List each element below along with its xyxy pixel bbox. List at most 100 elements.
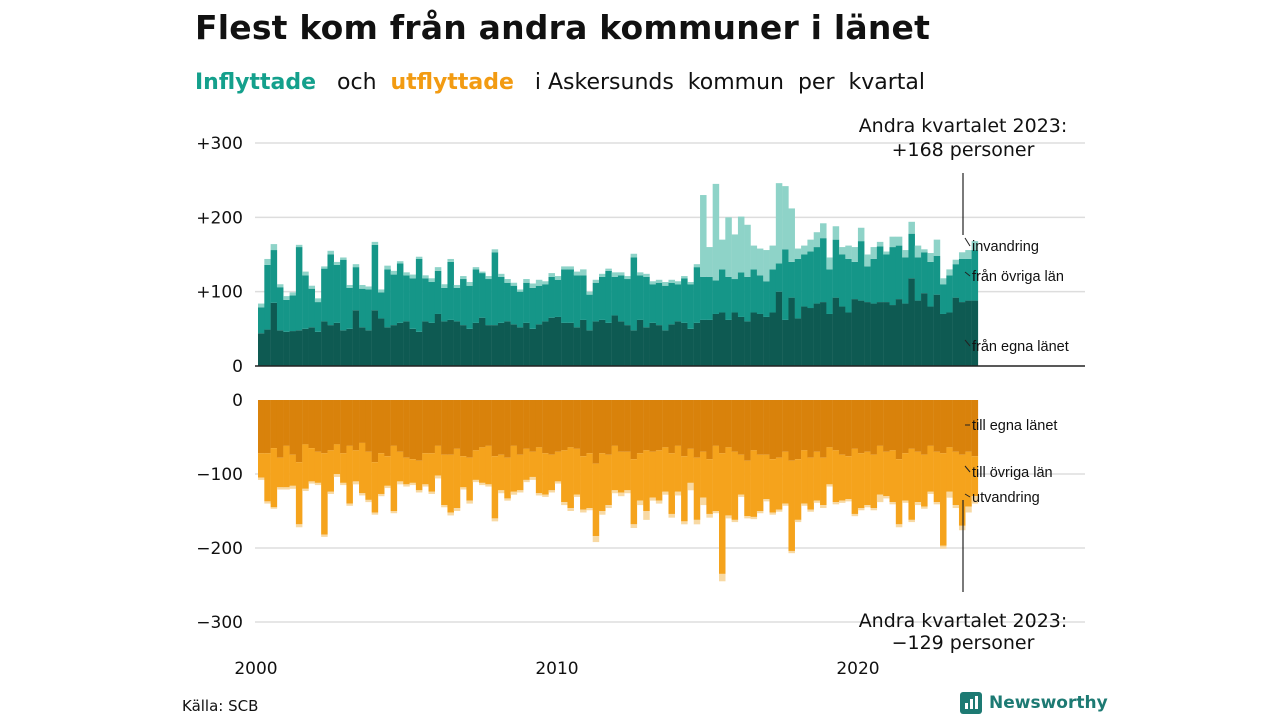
bar-till-egna-länet	[605, 400, 612, 455]
bar-invandring	[390, 270, 398, 275]
bar-till-övriga-län	[314, 451, 322, 483]
bar-till-egna-länet	[946, 400, 953, 448]
bar-utvandring	[857, 508, 865, 511]
bar-från-övriga-län	[624, 279, 631, 326]
bar-till-övriga-län	[649, 451, 657, 498]
bar-invandring	[731, 234, 739, 280]
bar-från-övriga-län	[756, 275, 764, 314]
bar-till-övriga-län	[377, 453, 385, 494]
series-label-leader	[964, 237, 971, 247]
bar-utvandring	[655, 500, 663, 504]
bar-från-övriga-län	[958, 258, 966, 303]
bar-till-övriga-län	[321, 453, 328, 535]
bar-från-egna-länet	[958, 302, 966, 366]
bar-till-egna-länet	[719, 400, 726, 454]
bar-från-egna-länet	[409, 328, 417, 366]
bar-invandring	[586, 291, 593, 295]
bar-till-övriga-län	[624, 451, 631, 491]
bar-utvandring	[548, 490, 555, 493]
bar-till-egna-länet	[390, 400, 398, 446]
bar-till-egna-länet	[289, 400, 297, 455]
bar-till-egna-länet	[927, 400, 934, 446]
bar-till-övriga-län	[403, 457, 410, 485]
bar-till-övriga-län	[668, 453, 675, 514]
bar-till-egna-länet	[308, 400, 316, 449]
bar-utvandring	[314, 482, 322, 486]
bar-till-egna-länet	[485, 400, 492, 446]
bar-till-egna-länet	[687, 400, 694, 449]
bar-från-övriga-län	[788, 261, 795, 298]
bar-till-övriga-län	[876, 445, 884, 495]
bar-från-egna-länet	[725, 319, 732, 366]
bar-från-övriga-län	[377, 292, 385, 319]
bar-utvandring	[415, 490, 423, 493]
bar-till-övriga-län	[396, 451, 404, 482]
bar-invandring	[365, 286, 372, 290]
bar-invandring	[264, 258, 271, 265]
bar-från-egna-länet	[441, 321, 448, 366]
bar-från-egna-länet	[302, 328, 309, 366]
bar-till-övriga-län	[782, 451, 789, 504]
bar-från-egna-länet	[466, 328, 473, 366]
bar-till-övriga-län	[295, 462, 303, 525]
bar-till-övriga-län	[466, 457, 473, 501]
bar-invandring	[321, 266, 328, 269]
bar-invandring	[548, 273, 555, 277]
bar-invandring	[737, 216, 745, 273]
bar-utvandring	[794, 519, 802, 523]
bar-till-egna-länet	[276, 400, 284, 458]
bar-till-övriga-län	[662, 447, 669, 492]
bar-till-övriga-län	[371, 462, 379, 513]
bar-till-övriga-län	[965, 451, 972, 507]
bar-invandring	[428, 278, 436, 283]
bar-till-övriga-län	[750, 450, 758, 517]
bar-till-övriga-län	[258, 453, 265, 478]
bar-till-egna-länet	[769, 400, 777, 460]
bar-från-egna-länet	[289, 331, 297, 366]
bar-från-egna-länet	[523, 322, 530, 366]
bar-till-övriga-län	[914, 451, 922, 503]
bar-till-egna-länet	[940, 400, 947, 454]
bar-invandring	[605, 268, 612, 271]
bar-invandring	[782, 186, 789, 250]
bar-till-egna-länet	[409, 400, 417, 460]
bar-från-egna-länet	[365, 330, 372, 366]
bar-från-övriga-län	[283, 299, 290, 332]
bar-invandring	[756, 248, 764, 276]
bar-från-övriga-län	[655, 282, 663, 326]
bar-från-övriga-län	[845, 258, 852, 313]
bar-till-övriga-län	[599, 453, 606, 511]
bar-från-egna-länet	[756, 313, 764, 366]
bar-till-övriga-län	[946, 447, 953, 492]
annotation-top-line2: +168 personer	[892, 139, 1035, 161]
bar-från-övriga-län	[617, 275, 625, 322]
bar-från-egna-länet	[807, 308, 814, 366]
bar-invandring	[453, 284, 461, 288]
bar-invandring	[441, 284, 448, 288]
bar-utvandring	[744, 516, 751, 519]
bar-till-egna-länet	[554, 400, 562, 452]
bar-till-övriga-län	[276, 457, 284, 488]
bar-från-övriga-län	[447, 261, 454, 320]
bar-invandring	[636, 272, 644, 276]
bar-från-egna-länet	[952, 297, 960, 366]
bar-från-övriga-län	[914, 257, 922, 301]
subtitle-och: och	[337, 70, 377, 95]
bar-från-övriga-län	[750, 269, 758, 313]
bar-till-egna-länet	[908, 400, 915, 449]
bar-till-egna-länet	[801, 400, 808, 451]
bar-till-övriga-län	[592, 463, 600, 537]
bar-invandring	[580, 269, 587, 276]
x-tick-label: 2000	[234, 659, 277, 679]
bar-till-egna-länet	[479, 400, 486, 448]
bar-från-egna-länet	[390, 325, 398, 366]
bar-invandring	[668, 279, 675, 283]
bar-till-egna-länet	[460, 400, 467, 457]
bar-utvandring	[289, 485, 297, 489]
bar-från-övriga-län	[453, 287, 461, 322]
bar-till-övriga-län	[561, 450, 568, 503]
bar-invandring	[479, 271, 486, 274]
bar-från-egna-länet	[914, 300, 922, 366]
bar-till-egna-länet	[567, 400, 574, 448]
bar-från-övriga-län	[946, 275, 953, 313]
